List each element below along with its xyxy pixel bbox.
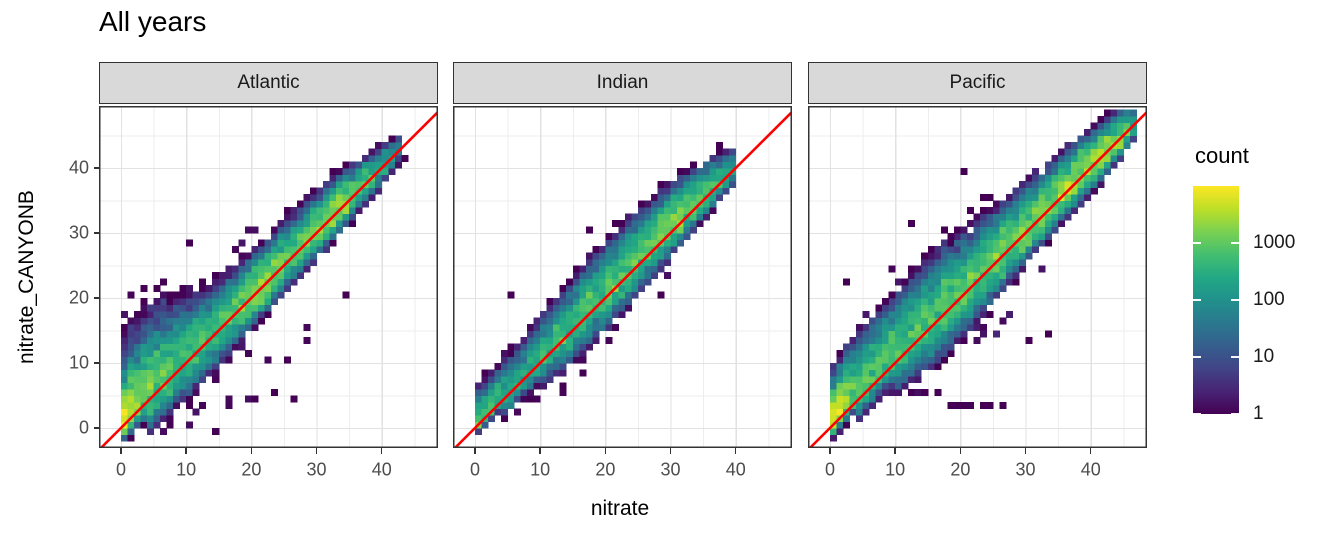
facet-strip-indian: Indian <box>453 62 792 104</box>
x-axis-tick <box>380 448 383 454</box>
y-axis-tick-label: 20 <box>68 287 89 308</box>
plot-title: All years <box>99 6 207 37</box>
plot-panel-atlantic <box>99 106 438 448</box>
x-axis-tick <box>120 448 122 454</box>
x-axis-title: nitrate <box>590 497 650 520</box>
legend-tick-mark <box>1231 299 1239 301</box>
facet-strip-label: Pacific <box>949 72 1006 93</box>
legend-tick-mark <box>1193 356 1201 358</box>
x-axis-tick-label: 40 <box>725 459 746 480</box>
legend-title: count <box>1195 143 1249 168</box>
x-axis-tick <box>315 448 318 454</box>
x-axis-tick-label: 20 <box>241 459 262 480</box>
x-axis-tick <box>185 448 187 454</box>
y-axis-tick <box>93 232 99 234</box>
x-axis-tick <box>250 448 253 454</box>
x-axis-tick <box>539 448 541 454</box>
legend-tick-label: 10 <box>1253 346 1275 367</box>
y-axis-title: nitrate_CANYONB <box>15 190 38 364</box>
y-axis-tick <box>93 297 99 299</box>
facet-strip-pacific: Pacific <box>808 62 1147 104</box>
x-axis-tick <box>1089 448 1092 454</box>
plot-panel-indian <box>453 106 792 448</box>
x-axis-tick-label: 20 <box>595 459 616 480</box>
x-axis-tick-label: 40 <box>371 459 392 480</box>
x-axis-tick-label: 0 <box>469 459 480 480</box>
y-axis-tick <box>93 362 99 364</box>
y-axis-tick <box>93 167 99 169</box>
x-axis-tick-label: 10 <box>885 459 906 480</box>
x-axis-tick <box>604 448 607 454</box>
x-axis-tick-label: 0 <box>824 459 835 480</box>
x-axis-tick-label: 30 <box>306 459 327 480</box>
x-axis-tick <box>959 448 962 454</box>
x-axis-tick-label: 10 <box>176 459 197 480</box>
x-axis-tick-label: 30 <box>1015 459 1036 480</box>
x-axis-tick-label: 40 <box>1080 459 1101 480</box>
x-axis-tick-label: 20 <box>950 459 971 480</box>
legend-tick-label: 1000 <box>1253 232 1296 253</box>
y-axis-tick <box>93 427 99 429</box>
x-axis-tick-label: 10 <box>530 459 551 480</box>
x-axis-tick-label: 30 <box>660 459 681 480</box>
legend-tick-mark <box>1193 242 1201 244</box>
plot-panel-pacific <box>808 106 1147 448</box>
y-axis-tick-label: 30 <box>68 222 89 243</box>
legend-tick-label: 100 <box>1253 289 1285 310</box>
y-axis-tick-label: 40 <box>68 157 89 178</box>
y-axis-tick-label: 10 <box>68 352 89 373</box>
bin2d-plot-atlantic <box>99 106 438 448</box>
x-axis-tick <box>474 448 476 454</box>
legend-tick-mark <box>1231 242 1239 244</box>
bin2d-plot-indian <box>453 106 792 448</box>
x-axis-tick <box>1024 448 1027 454</box>
legend-tick-mark <box>1193 413 1201 415</box>
legend-tick-mark <box>1231 413 1239 415</box>
x-axis-tick-label: 0 <box>115 459 126 480</box>
x-axis-tick <box>829 448 831 454</box>
x-axis-tick <box>894 448 896 454</box>
bin2d-plot-pacific <box>808 106 1147 448</box>
legend-tick-mark <box>1193 299 1201 301</box>
facet-strip-label: Atlantic <box>237 72 300 93</box>
legend-tick-label: 1 <box>1253 403 1264 424</box>
x-axis-tick <box>734 448 737 454</box>
x-axis-tick <box>669 448 672 454</box>
y-axis-tick-label: 0 <box>78 417 89 438</box>
legend-tick-mark <box>1231 356 1239 358</box>
facet-strip-atlantic: Atlantic <box>99 62 438 104</box>
facet-strip-label: Indian <box>596 72 649 93</box>
